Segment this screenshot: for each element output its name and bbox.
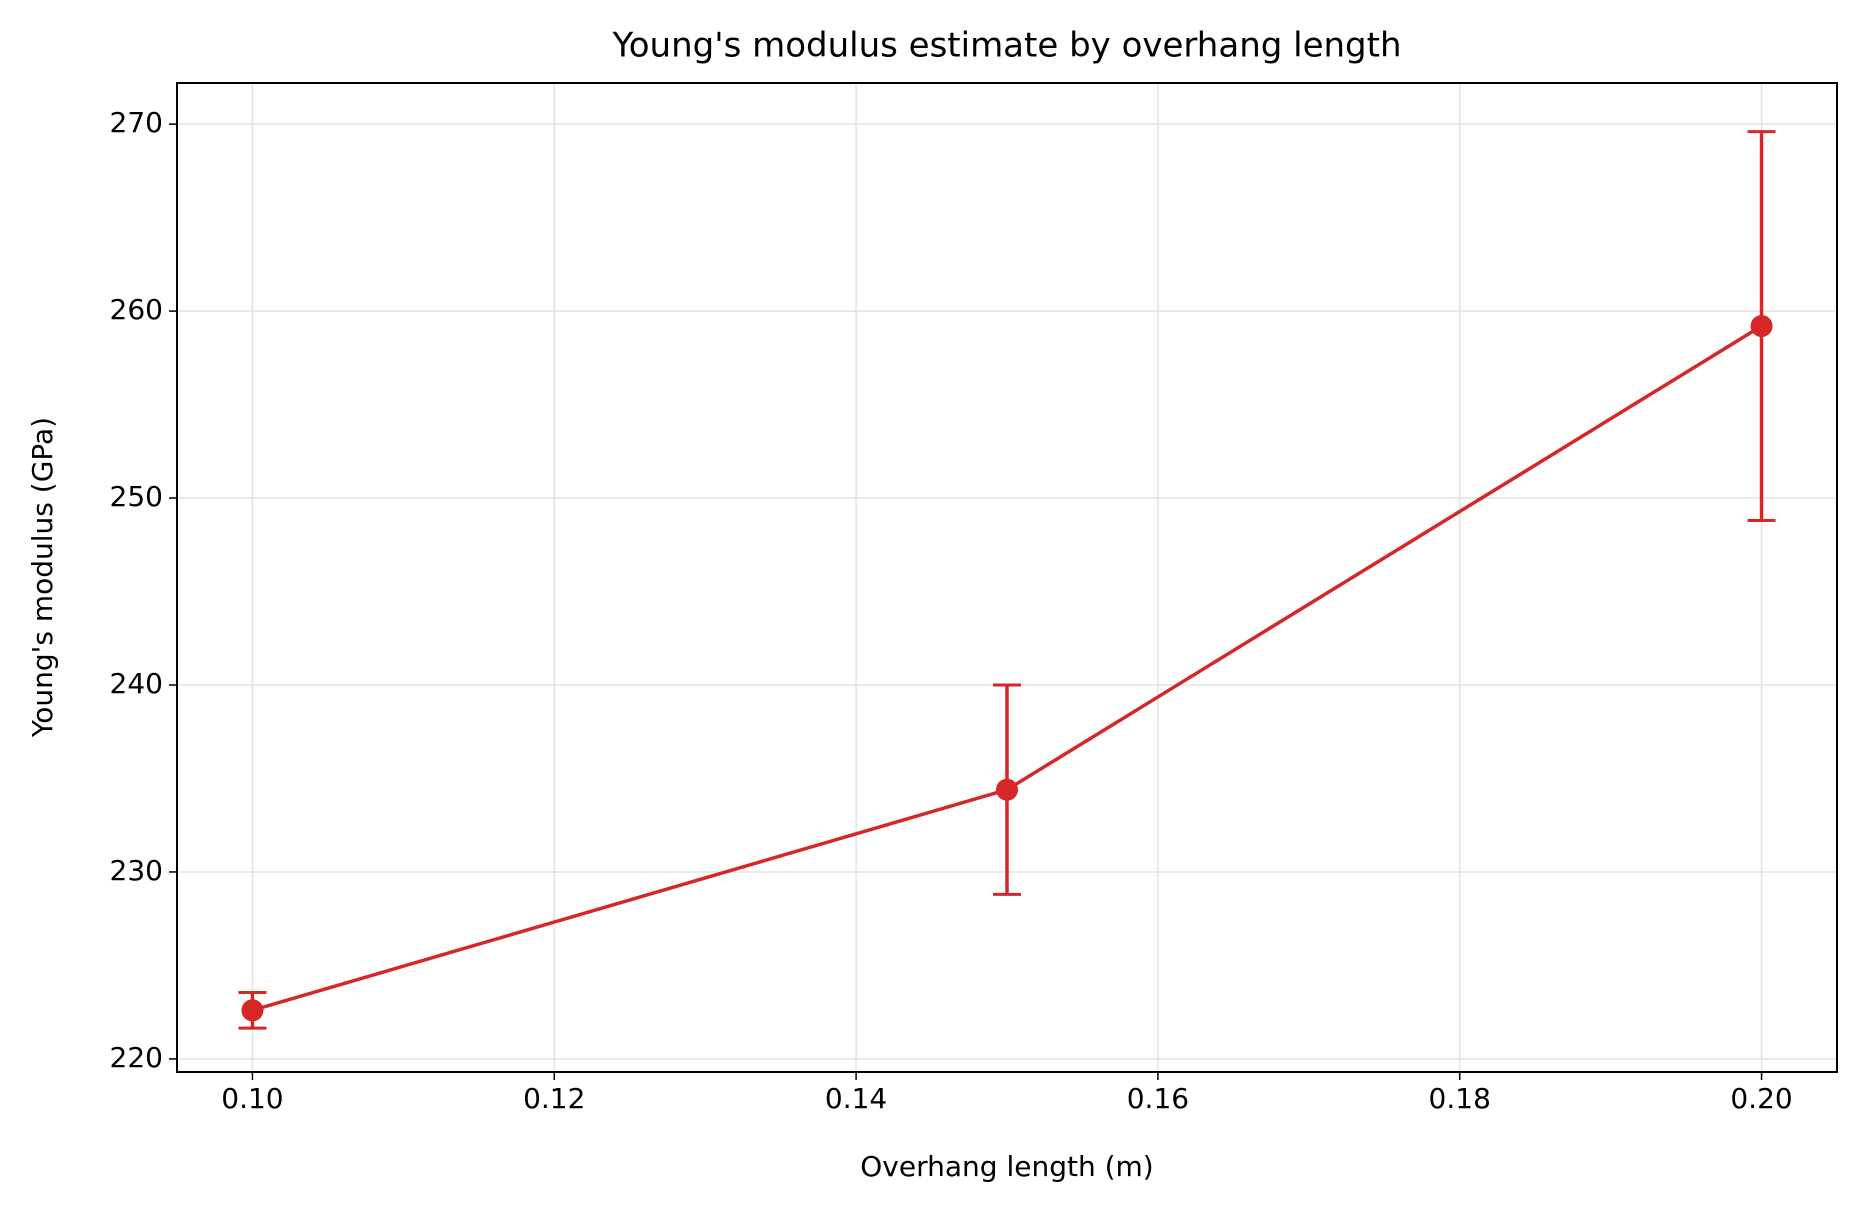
x-tick-label: 0.14 [825,1082,887,1115]
x-axis-label: Overhang length (m) [860,1150,1153,1183]
data-point [996,778,1018,801]
x-tick-label: 0.16 [1127,1082,1189,1115]
y-axis-label: Young's modulus (GPa) [26,417,59,738]
y-tick-label: 270 [110,106,163,139]
data-point [241,999,264,1022]
x-tick-label: 0.18 [1429,1082,1491,1115]
data-point [1750,315,1773,338]
y-tick-label: 240 [110,667,163,700]
x-tick-label: 0.12 [523,1082,585,1115]
y-tick-label: 250 [110,480,163,513]
x-tick-label: 0.10 [221,1082,283,1115]
plot-frame [176,82,1838,1073]
y-tick-label: 260 [110,293,163,326]
x-tick-label: 0.20 [1730,1082,1792,1115]
y-tick-label: 230 [110,854,163,887]
chart-title: Young's modulus estimate by overhang len… [611,26,1401,66]
y-tick-label: 220 [110,1041,163,1074]
data-line [251,324,1763,1012]
